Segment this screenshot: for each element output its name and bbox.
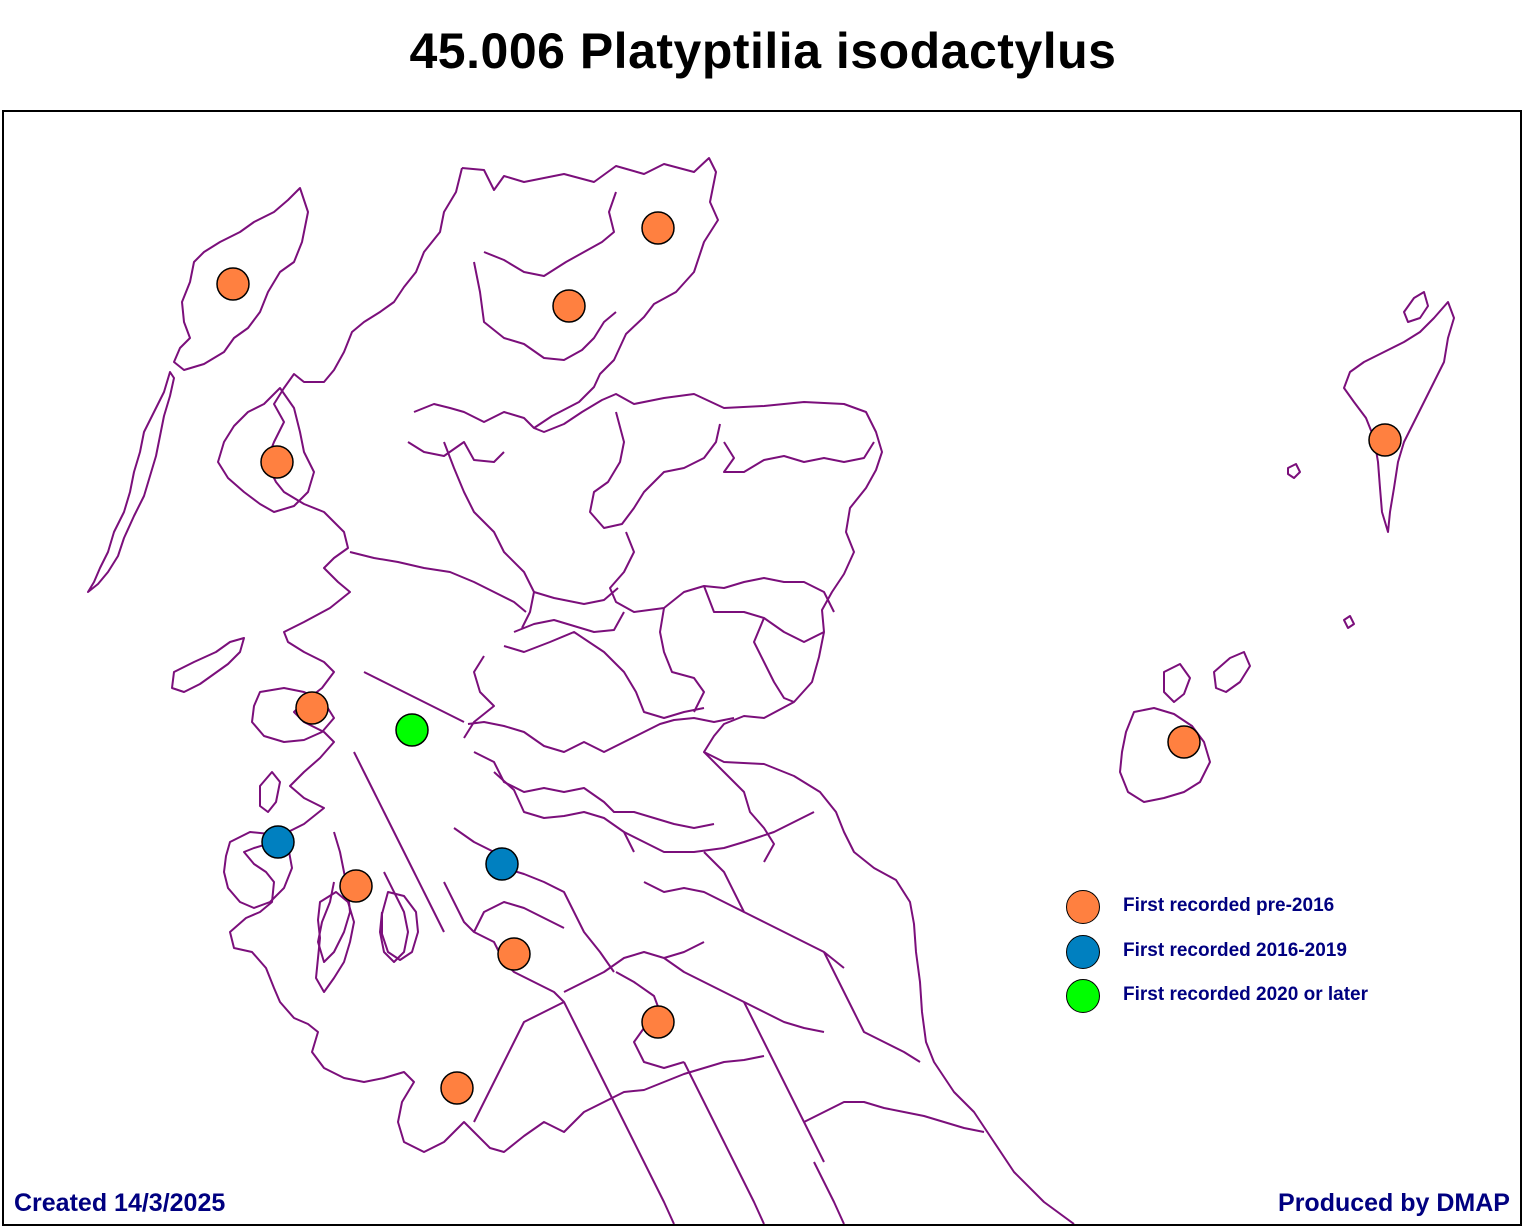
- boundary: [473, 901, 565, 933]
- map-frame: First recorded pre-2016 First recorded 2…: [2, 110, 1522, 1226]
- record-dot: [216, 267, 250, 301]
- boundary: [473, 751, 715, 829]
- boundary: [643, 881, 745, 913]
- boundary: [443, 881, 595, 1063]
- boundary: [473, 1001, 565, 1123]
- record-dot: [260, 445, 294, 479]
- orkney: [1213, 651, 1251, 693]
- legend-label: First recorded pre-2016: [1123, 895, 1335, 916]
- orkney: [1119, 707, 1211, 803]
- produced-by: Produced by DMAP: [1278, 1189, 1510, 1217]
- shetland: [1343, 301, 1455, 533]
- isle-of-mull: [171, 637, 245, 693]
- boundary: [723, 441, 875, 473]
- boundary: [683, 1061, 765, 1224]
- boundary: [823, 951, 921, 1063]
- boundary: [623, 811, 815, 853]
- boundary: [473, 261, 617, 361]
- legend-swatch: [1066, 934, 1100, 969]
- legend-label: First recorded 2020 or later: [1123, 984, 1368, 1005]
- record-dot: [641, 1005, 675, 1039]
- boundary: [753, 617, 795, 703]
- legend-swatch: [1066, 890, 1100, 924]
- record-dot: [1167, 725, 1201, 759]
- island: [1287, 463, 1301, 479]
- record-dot: [641, 211, 675, 245]
- boundary: [483, 191, 617, 277]
- boundary: [743, 1001, 825, 1163]
- record-dot: [395, 713, 429, 747]
- created-date: Created 14/3/2025: [14, 1189, 226, 1217]
- boundary: [703, 751, 775, 863]
- record-dot: [295, 691, 329, 725]
- boundary: [463, 655, 495, 739]
- boundary: [503, 631, 705, 719]
- vice-county-boundaries: [87, 157, 1455, 1224]
- boundary: [589, 411, 721, 529]
- boundary: [467, 717, 735, 753]
- boundary: [803, 1101, 985, 1133]
- kintyre: [315, 891, 355, 993]
- boundary: [659, 607, 705, 713]
- record-dot: [440, 1071, 474, 1105]
- isle-of-jura: [259, 771, 281, 813]
- boundary: [407, 441, 505, 463]
- boundary: [703, 851, 845, 969]
- isle-of-skye: [217, 387, 315, 513]
- outer-hebrides: [173, 187, 309, 371]
- boundary: [443, 441, 535, 629]
- boundary: [493, 771, 635, 853]
- record-dot: [552, 289, 586, 323]
- boundary: [349, 551, 527, 613]
- record-dot: [485, 847, 519, 881]
- boundary: [609, 531, 835, 613]
- boundary: [813, 1161, 845, 1224]
- boundary: [563, 941, 705, 993]
- map-title: 45.006 Platyptilia isodactylus: [409, 23, 1117, 79]
- boundary: [453, 827, 615, 973]
- boundary: [703, 585, 825, 643]
- boundary: [379, 871, 409, 963]
- island: [251, 687, 335, 743]
- legend-swatch: [1066, 979, 1100, 1013]
- isle-of-arran: [381, 891, 419, 961]
- west-coastline: [229, 167, 765, 1153]
- record-dot: [339, 869, 373, 903]
- boundary: [353, 751, 445, 933]
- record-dot: [261, 825, 295, 859]
- record-dots: [216, 211, 1402, 1105]
- boundary: [413, 403, 535, 429]
- island: [1343, 615, 1355, 629]
- boundary: [363, 671, 465, 723]
- boundary: [663, 957, 825, 1033]
- boundary: [533, 587, 619, 605]
- map-canvas: [87, 157, 1455, 1224]
- record-dot: [497, 937, 531, 971]
- orkney: [1163, 663, 1191, 703]
- shetland: [1403, 291, 1429, 323]
- boundary: [317, 831, 351, 963]
- legend-label: First recorded 2016-2019: [1123, 939, 1347, 961]
- boundary: [593, 1061, 675, 1224]
- outer-hebrides: [87, 371, 175, 593]
- record-dot: [1368, 423, 1402, 457]
- mainland-coastline: [461, 157, 1075, 1224]
- boundary: [513, 611, 625, 633]
